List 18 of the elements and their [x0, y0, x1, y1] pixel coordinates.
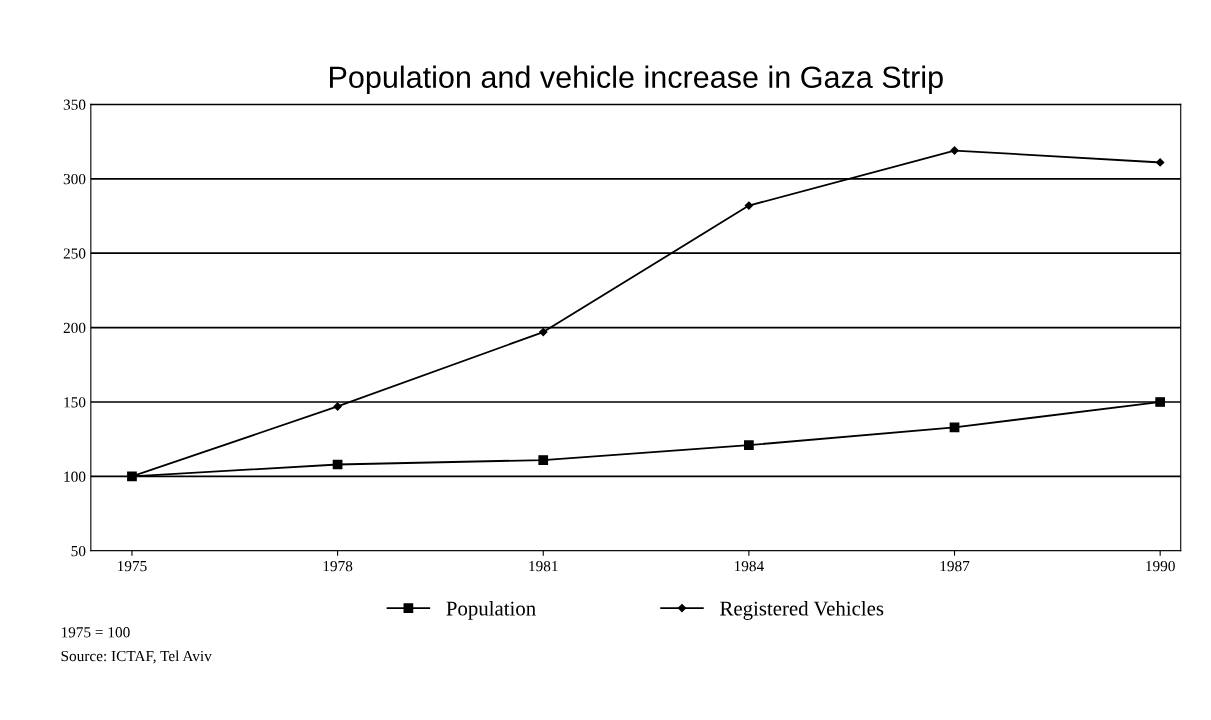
- text: 1975 = 100: [61, 627, 130, 638]
- x-tick-label: 1975: [118, 561, 147, 572]
- x-tick-label: 1978: [323, 560, 353, 572]
- y-tick-label: 300: [63, 173, 86, 185]
- chart-title: Population and vehicle increase in Gaza Strip: [330, 65, 943, 95]
- legend-label: Population: [446, 600, 536, 620]
- x-tick-label: 1987: [940, 560, 970, 572]
- x-tick-label: 1981: [529, 560, 558, 572]
- y-tick-label: 50: [71, 545, 86, 557]
- x-tick-label: 1990: [1146, 560, 1175, 572]
- source-note: Source: ICTAF, Tel Aviv: [61, 650, 212, 664]
- y-tick-label: 350: [63, 99, 86, 110]
- y-tick-label: 100: [64, 471, 86, 482]
- legend-label: Registered Vehicles: [720, 600, 884, 620]
- x-tick-label: 1984: [734, 560, 764, 572]
- y-tick-label: 200: [63, 322, 86, 334]
- y-tick-label: 150: [64, 397, 86, 408]
- y-tick-label: 250: [63, 248, 86, 259]
